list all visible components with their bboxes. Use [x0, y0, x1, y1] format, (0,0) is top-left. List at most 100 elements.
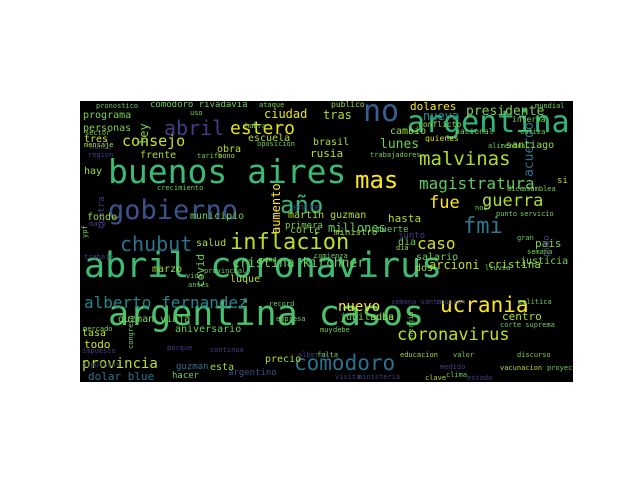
cloud-word: comodoro rivadavia	[150, 101, 248, 110]
cloud-word: marzo	[152, 264, 183, 275]
cloud-word: junto	[398, 231, 426, 241]
cloud-word: publico	[331, 101, 365, 109]
cloud-word: pronostico	[96, 102, 139, 110]
cloud-word: guerra	[482, 191, 544, 211]
cloud-word: nacional	[455, 127, 494, 136]
cloud-word: clave	[425, 374, 447, 382]
cloud-word: habra	[245, 122, 267, 130]
cloud-word: dia	[398, 237, 417, 248]
cloud-word: cambio	[390, 126, 427, 137]
cloud-word: frente	[140, 150, 177, 161]
cloud-word: salud	[196, 238, 227, 249]
cloud-word: hasta	[388, 212, 422, 225]
cloud-word: dos	[415, 263, 434, 274]
cloud-word: cristina	[488, 258, 541, 271]
cloud-word: clima	[446, 371, 468, 379]
cloud-word: no	[363, 101, 400, 129]
cloud-word: tarifa	[197, 152, 223, 160]
cloud-word: impuesto	[82, 347, 116, 355]
cloud-word: argentino	[228, 368, 277, 378]
cloud-word: aniversario	[175, 324, 242, 335]
cloud-word: mas	[355, 166, 399, 194]
cloud-word: alberto fernandez	[84, 293, 248, 312]
cloud-word: servicio	[520, 210, 554, 218]
cloud-word: record	[269, 300, 295, 308]
cloud-word: presidente	[466, 104, 545, 119]
cloud-word: uso	[190, 109, 203, 117]
cloud-word: precio	[265, 354, 302, 365]
cloud-word: educacion	[400, 351, 438, 359]
cloud-word: mundial	[535, 102, 565, 110]
cloud-word: ministeria	[358, 373, 401, 381]
cloud-word: trabajadores	[370, 151, 421, 159]
cloud-word: fmi	[463, 214, 503, 239]
cloud-word: pero	[260, 256, 277, 264]
cloud-word: quienes	[425, 134, 459, 143]
cloud-word: tres	[84, 134, 109, 145]
cloud-word: argentina	[407, 105, 570, 140]
cloud-word: bono	[218, 152, 235, 160]
cloud-word: abril	[164, 116, 225, 140]
cloud-word: gobierno	[108, 195, 239, 226]
cloud-word: inflacion	[230, 230, 350, 255]
cloud-word: aumento	[269, 183, 283, 234]
cloud-word: guzman viaja	[118, 314, 191, 325]
cloud-word: mundo	[90, 143, 112, 151]
cloud-word: nuevo	[338, 299, 381, 315]
cloud-word: congreso	[127, 315, 135, 349]
cloud-word: falta	[317, 351, 339, 359]
cloud-word: tras	[323, 108, 352, 122]
cloud-word: justicia	[520, 256, 569, 267]
cloud-word: discurso	[517, 351, 551, 359]
cloud-word: mayo	[89, 220, 106, 228]
cloud-word: dolares	[410, 101, 457, 113]
cloud-word: salario	[416, 252, 459, 263]
cloud-word: si	[557, 176, 568, 186]
cloud-word: buenos aires	[108, 152, 347, 191]
cloud-word: estado	[467, 374, 493, 382]
cloud-word: provincial	[204, 267, 247, 275]
cloud-word: gran	[517, 234, 534, 242]
cloud-word: asamblea	[522, 185, 556, 193]
cloud-word: oposicion	[257, 140, 295, 148]
cloud-word: mensaje	[84, 141, 114, 149]
cloud-word: semana	[527, 248, 553, 256]
cloud-word: medido	[440, 363, 466, 371]
cloud-word: vida	[186, 272, 203, 280]
cloud-word: malvinas	[419, 148, 511, 170]
cloud-word: trabajo	[84, 253, 114, 261]
cloud-word: cristina kirchner	[232, 256, 366, 271]
cloud-word: continua	[210, 346, 244, 354]
cloud-word: hacer	[172, 371, 200, 381]
cloud-word: lluvia	[485, 264, 511, 272]
cloud-word: energia	[407, 311, 415, 341]
cloud-word: caso	[417, 234, 456, 253]
cloud-word: crecimiento	[157, 184, 204, 192]
cloud-word: arcioni	[429, 258, 480, 272]
cloud-word: municipio	[190, 211, 245, 222]
cloud-word: santiago	[506, 140, 555, 151]
cloud-word: dia	[396, 244, 409, 252]
cloud-word: provincia	[82, 356, 158, 372]
cloud-word: hay	[84, 166, 103, 177]
cloud-word: punto	[496, 210, 518, 218]
cloud-word: escuela	[248, 133, 291, 144]
cloud-word: esta	[210, 362, 235, 373]
cloud-word: region	[88, 151, 114, 159]
cloud-word: ley	[137, 123, 151, 145]
cloud-word: entre	[293, 203, 321, 213]
cloud-word: fue	[429, 193, 460, 213]
cloud-word: rusia	[310, 147, 344, 160]
cloud-word: centro	[502, 310, 542, 323]
cloud-word: nueva	[423, 109, 460, 123]
cloud-word: martin guzman	[288, 210, 367, 221]
cloud-word: interna	[512, 115, 546, 124]
cloud-word: semana santa	[391, 298, 442, 306]
cloud-word: coronavirus	[397, 325, 510, 345]
cloud-word: dolar blue	[88, 370, 155, 382]
cloud-word: ucrania	[440, 293, 529, 317]
cloud-word: todo	[84, 338, 111, 351]
cloud-word: consejo	[122, 132, 186, 150]
cloud-word: magistratura	[419, 174, 535, 193]
cloud-word: proyecto	[547, 364, 573, 372]
